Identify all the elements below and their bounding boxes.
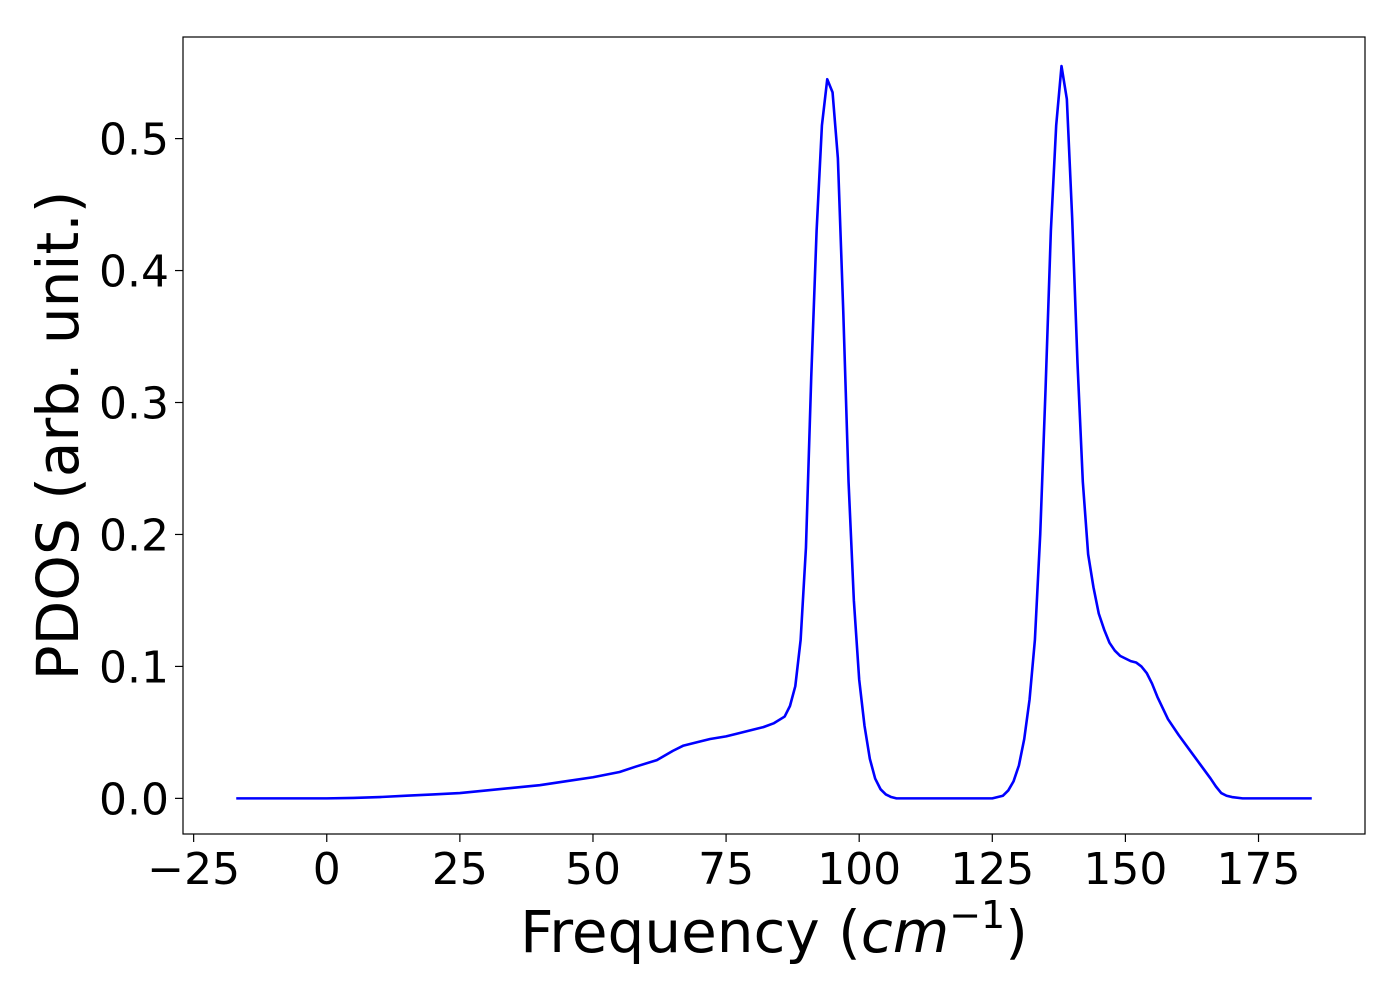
x-tick-label: 125 [950,844,1034,895]
y-axis-ticks: 0.0 0.1 0.2 0.3 0.4 0.5 [99,115,183,825]
x-axis-label-unit: cm [861,898,949,966]
x-tick-label: 175 [1217,844,1301,895]
plot-frame [182,36,1366,835]
x-tick-label: 50 [565,844,621,895]
plot-area [236,64,1312,800]
x-tick-label: −25 [147,844,240,895]
x-tick-label: 0 [313,844,341,895]
x-tick-label: 100 [817,844,901,895]
x-axis-label-unit-exponent: −1 [949,893,1005,937]
x-axis-label-paren-open: ( [820,898,861,966]
x-axis-label-paren-close: ) [1005,898,1028,966]
y-tick-label: 0.4 [99,247,169,298]
x-axis-label: Frequency (cm−1) [520,893,1028,966]
y-axis-label: PDOS (arb. unit.) [24,191,92,681]
x-axis-ticks: −25 0 25 50 75 100 125 150 175 [147,834,1301,895]
pdos-series-line-0 [236,64,1312,800]
x-axis-label-text: Frequency [520,898,820,966]
y-tick-label: 0.1 [99,642,169,693]
x-tick-label: 150 [1083,844,1167,895]
x-tick-label: 75 [698,844,754,895]
y-tick-label: 0.3 [99,379,169,430]
y-tick-label: 0.2 [99,510,169,561]
y-tick-label: 0.0 [99,774,169,825]
y-tick-label: 0.5 [99,115,169,166]
x-tick-label: 25 [432,844,488,895]
